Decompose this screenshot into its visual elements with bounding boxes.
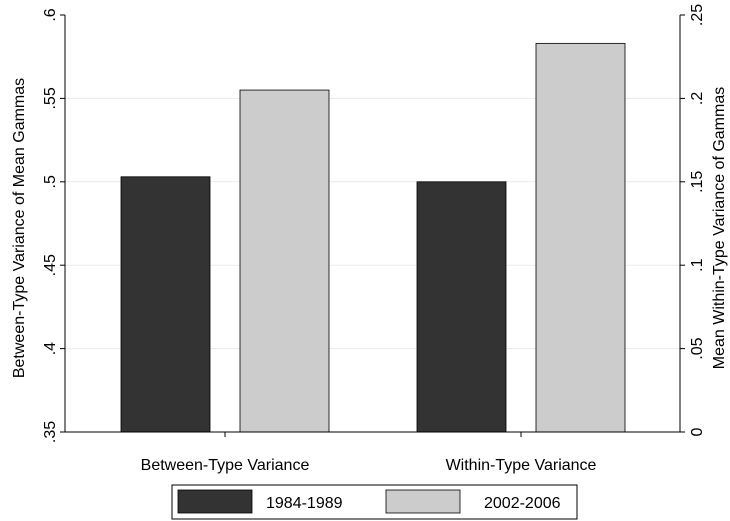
left-tick-label: .5 — [42, 175, 59, 188]
left-tick-label: .6 — [42, 8, 59, 21]
left-axis-label: Between-Type Variance of Mean Gammas — [11, 78, 28, 378]
left-axis-ticks: .35 .4 .45 .5 .55 .6 — [42, 8, 65, 443]
axes — [64, 15, 681, 433]
legend-swatch-1984-1989 — [177, 489, 253, 514]
left-tick-label: .35 — [42, 421, 59, 443]
category-labels: Between-Type Variance Within-Type Varianc… — [141, 432, 597, 474]
right-tick-label: .2 — [689, 92, 706, 105]
category-label: Within-Type Variance — [446, 457, 597, 474]
bar-within-2002-2006 — [535, 42, 626, 433]
left-tick-label: .45 — [42, 254, 59, 276]
left-tick-label: .55 — [42, 87, 59, 109]
bar-within-1984-1989 — [416, 181, 507, 433]
right-tick-label: .05 — [689, 337, 706, 359]
right-tick-label: .15 — [689, 171, 706, 193]
right-axis-label: Mean Within-Type Variance of Gammas — [711, 87, 728, 369]
right-tick-label: 0 — [689, 427, 706, 436]
left-tick-label: .4 — [42, 342, 59, 355]
legend: 1984-1989 2002-2006 — [171, 484, 578, 520]
bar-between-1984-1989 — [120, 176, 211, 433]
legend-label-2002-2006: 2002-2006 — [484, 495, 561, 512]
legend-label-1984-1989: 1984-1989 — [266, 495, 343, 512]
right-axis-ticks: 0 .05 .1 .15 .2 .25 — [680, 4, 706, 436]
right-tick-label: .25 — [689, 4, 706, 26]
legend-swatch-2002-2006 — [385, 489, 461, 514]
bar-between-2002-2006 — [239, 89, 330, 433]
bars — [120, 42, 626, 433]
right-tick-label: .1 — [689, 258, 706, 271]
category-label: Between-Type Variance — [141, 457, 310, 474]
